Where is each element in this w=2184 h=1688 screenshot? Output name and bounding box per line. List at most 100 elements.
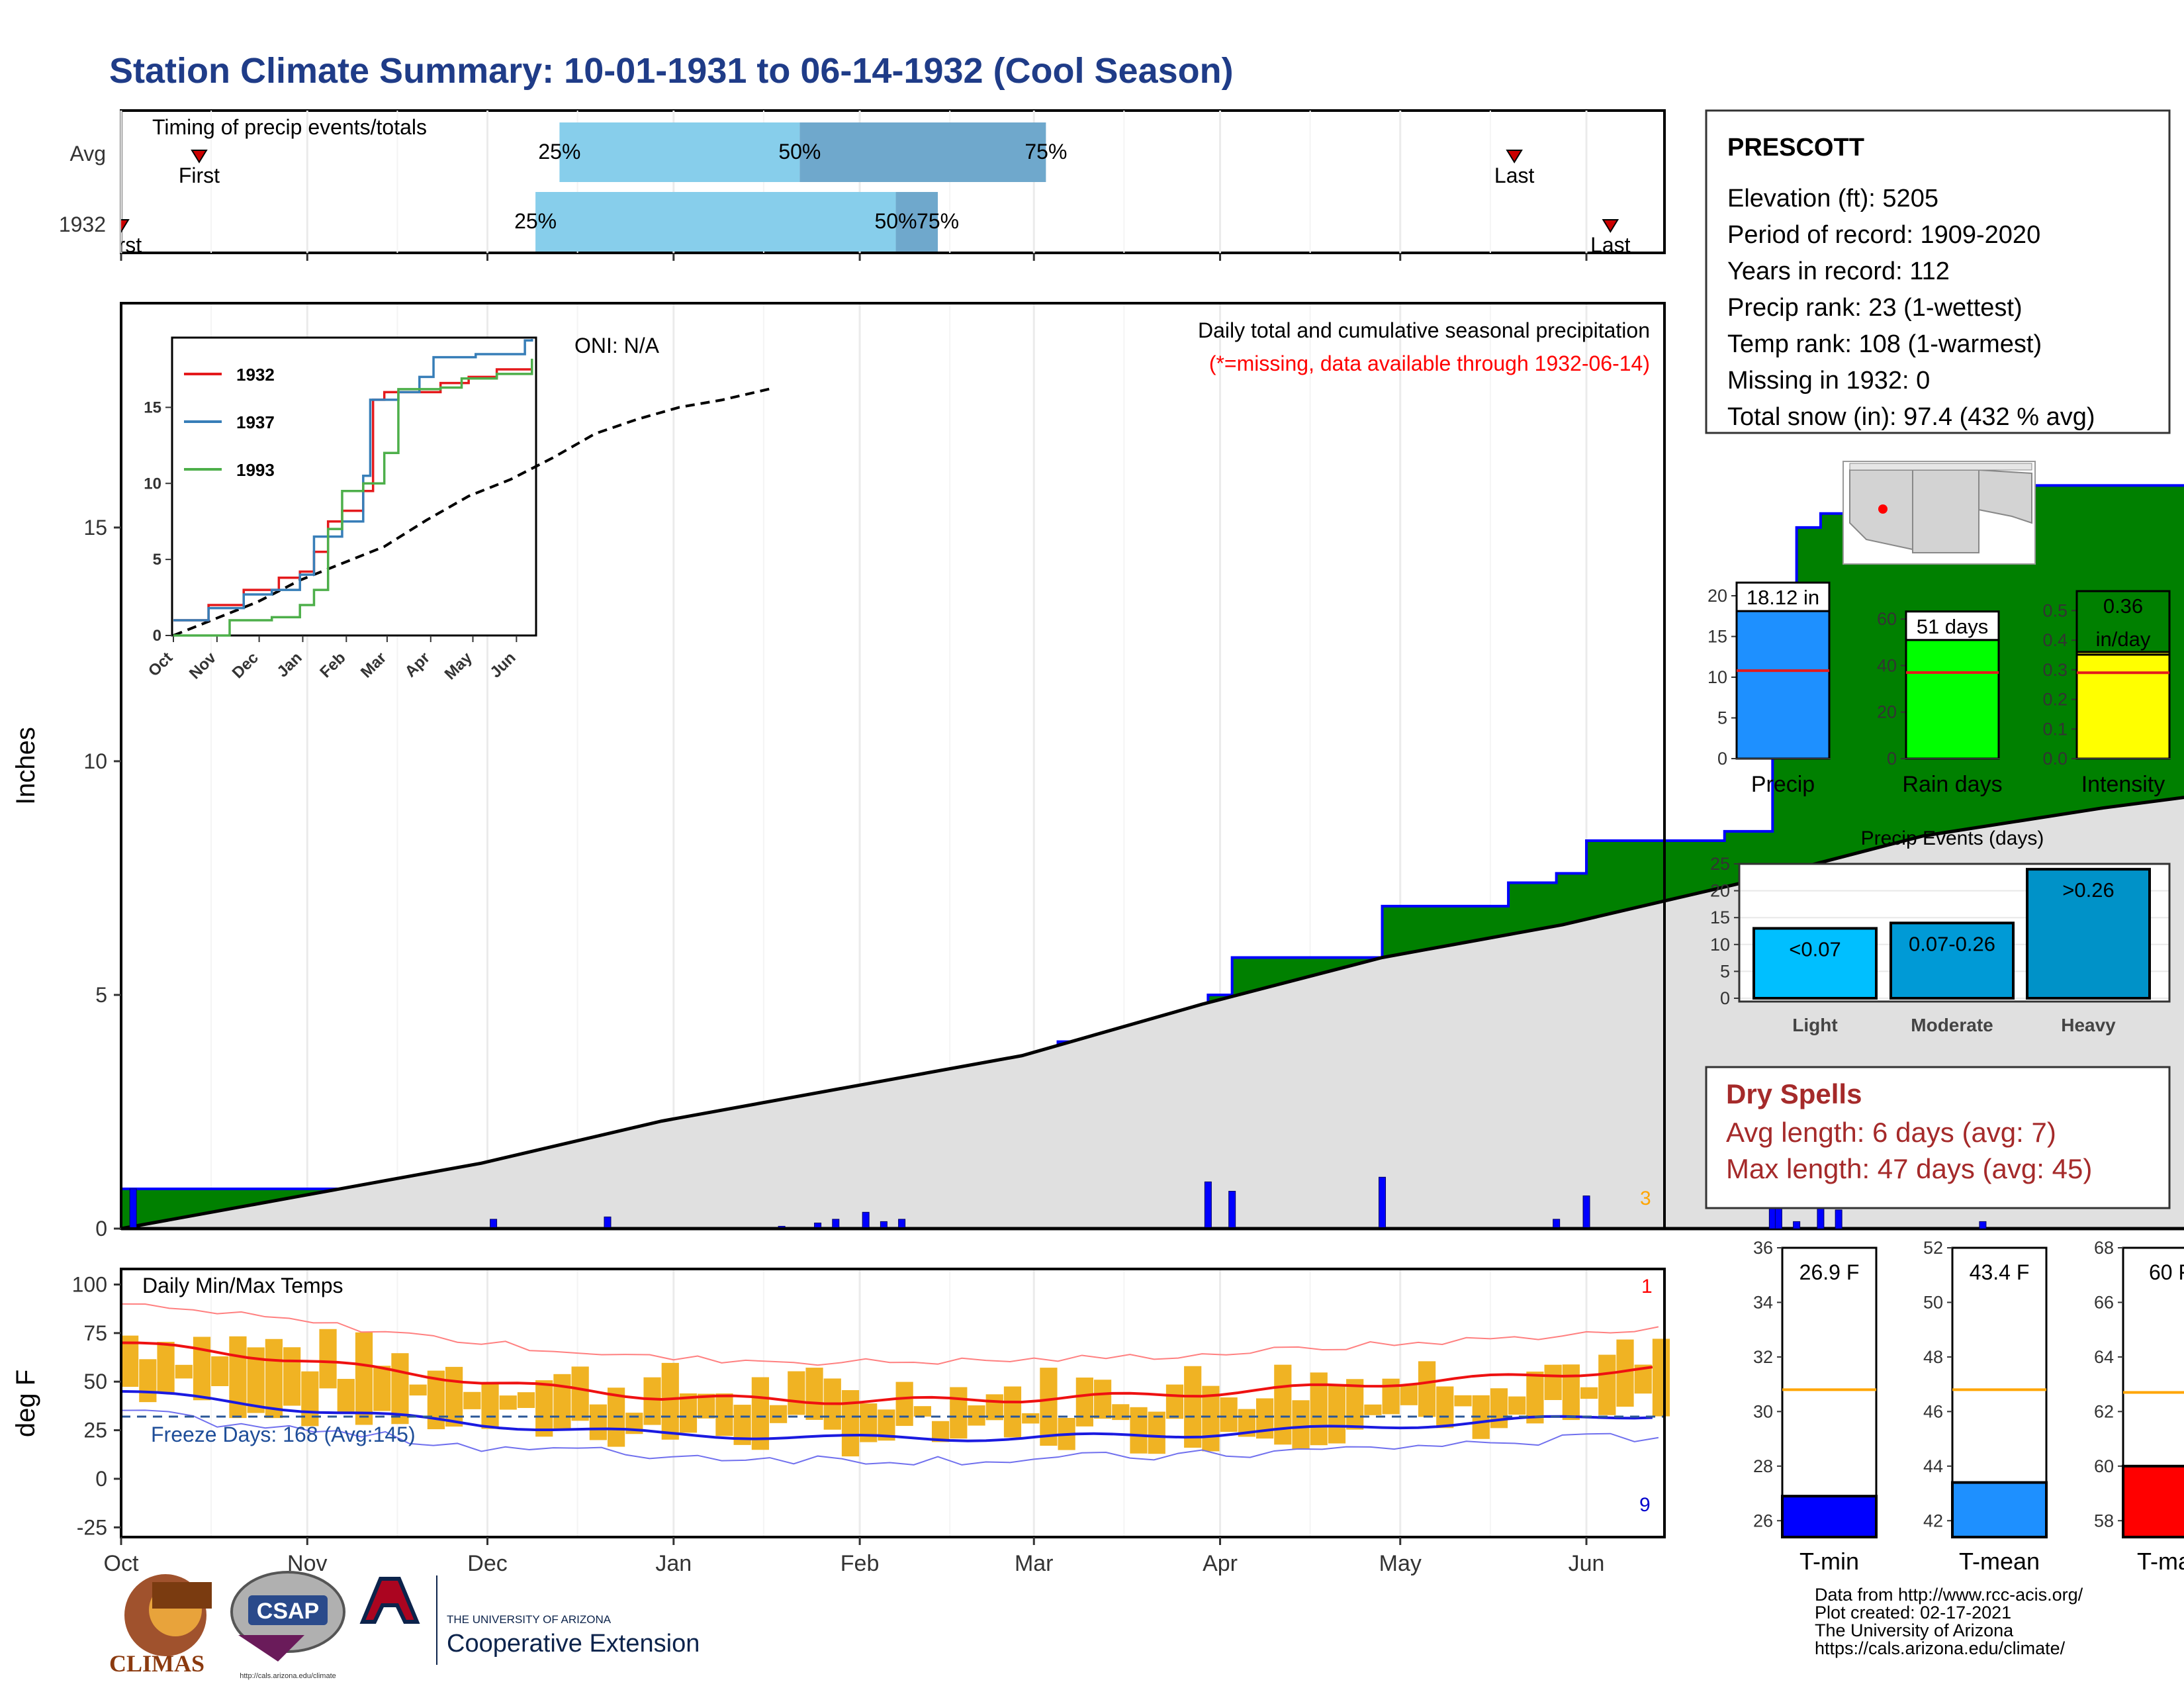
oni-label: ONI: N/A: [574, 334, 660, 357]
events-bar-label: 0.07-0.26: [1909, 932, 1995, 955]
temp-summary-bar: [1781, 1495, 1878, 1539]
map-newmexico: [1912, 469, 1979, 553]
station-line: Period of record: 1909-2020: [1727, 221, 2040, 249]
daily-precip-bar: [1582, 1196, 1590, 1229]
temp-count-top: 1: [1641, 1276, 1653, 1297]
temp-lines: [120, 1303, 1664, 1466]
summary-value-box: [2075, 590, 2171, 656]
temp-day-bar: [895, 1382, 913, 1427]
summary-y-label: 0.5: [2042, 600, 2068, 620]
footer-line-2: Plot created: 02-17-2021: [1815, 1603, 2011, 1622]
temp-day-bar: [1436, 1386, 1454, 1429]
precip-panel-title: Daily total and cumulative seasonal prec…: [1198, 318, 1650, 342]
temp-day-bar: [1274, 1364, 1292, 1445]
daily-precip-bar: [1793, 1221, 1801, 1229]
station-frame: [1705, 109, 2171, 434]
summary-bar: [2075, 651, 2171, 760]
summary-bars: 0 5 10 15 20 18.12 in Precip 0 20 40 60 51 days Rain…: [1707, 581, 2171, 797]
temp-day-bar: [661, 1362, 679, 1440]
temp-summary-y-label: 46: [1923, 1401, 1943, 1421]
daily-precip-bar: [862, 1211, 870, 1229]
month-label: May: [1379, 1551, 1422, 1576]
summary-y-label: 5: [1717, 708, 1727, 728]
summary-value-label: 18.12 in: [1747, 586, 1819, 609]
temp-day-bar: [517, 1392, 535, 1408]
summary-bar: [1735, 610, 1831, 760]
summary-value-label: 0.36: [2103, 594, 2143, 618]
month-label: Jan: [655, 1551, 692, 1576]
summary-y-label: 20: [1707, 586, 1727, 606]
summary-y-label: 0.2: [2042, 690, 2068, 710]
timing-p50-label: 50%: [778, 140, 821, 164]
ua-logo: THE UNIVERSITY OF ARIZONA Cooperative Ex…: [359, 1575, 700, 1665]
temp-day-bar: [409, 1384, 427, 1396]
temp-day-bar: [499, 1395, 517, 1410]
temp-y-tick-label: 25: [83, 1419, 107, 1442]
map-north: [1849, 463, 2032, 471]
temp-day-bar: [553, 1374, 571, 1431]
temp-day-bar: [337, 1379, 355, 1413]
temp-day-bar: [373, 1366, 391, 1411]
events-y-label: 5: [1720, 961, 1730, 981]
temp-summary-value: 43.4 F: [1970, 1260, 2030, 1284]
ua-small-text: THE UNIVERSITY OF ARIZONA: [447, 1613, 612, 1626]
csap-url: http://cals.arizona.edu/climate: [240, 1672, 336, 1680]
temp-summary-bar: [2122, 1464, 2184, 1538]
station-location-dot: [1878, 504, 1888, 514]
temp-summary-y-label: 64: [2094, 1347, 2114, 1367]
temp-day-bar: [1165, 1384, 1184, 1419]
temp-summary-label: T-mean: [1959, 1548, 2040, 1575]
events-bar: [1752, 927, 1878, 1000]
temp-summary-y-label: 34: [1753, 1292, 1773, 1312]
temp-day-bar: [589, 1404, 607, 1440]
temp-day-bar: [1490, 1388, 1508, 1429]
station-info-box: PRESCOTT Elevation (ft): 5205 Period of r…: [1705, 109, 2171, 434]
precip-y-tick-label: 15: [83, 516, 107, 539]
temp-y-label: deg F: [11, 1370, 40, 1437]
climas-text: CLIMAS: [109, 1650, 205, 1677]
csap-label-bg: [248, 1595, 328, 1625]
temp-summary-y-label: 62: [2094, 1401, 2114, 1421]
inset-y-label: 10: [144, 475, 161, 492]
daily-precip-bar: [1553, 1219, 1561, 1229]
temp-day-bar: [193, 1336, 211, 1401]
temp-day-bar: [1310, 1372, 1328, 1446]
temp-y-tick-label: 0: [95, 1467, 107, 1491]
timing-p25-label: 25%: [514, 209, 557, 233]
temp-y-tick-label: 100: [72, 1272, 107, 1296]
temp-summary-label: T-min: [1799, 1548, 1859, 1575]
timing-first-label: First: [179, 164, 220, 187]
daily-precip-bar: [1979, 1221, 1987, 1229]
station-line: Total snow (in): 97.4 (432 % avg): [1727, 403, 2095, 431]
dry-spells-box: Dry Spells Avg length: 6 days (avg: 7) M…: [1705, 1066, 2171, 1209]
events-bar: [1889, 921, 2015, 1000]
temp-day-bar: [950, 1387, 968, 1439]
summary-y-label: 0.1: [2042, 719, 2068, 739]
month-label: Mar: [1015, 1551, 1054, 1576]
temp-day-bar: [913, 1406, 931, 1417]
avg-min-line: [120, 1389, 1653, 1442]
temp-day-bar: [1130, 1407, 1148, 1454]
events-y-label: 20: [1710, 881, 1730, 901]
temp-day-bar: [1003, 1386, 1022, 1438]
timing-p50-label: 50%: [875, 209, 917, 233]
temp-summary-y-label: 48: [1923, 1347, 1943, 1367]
timing-row-avg-label: Avg: [69, 142, 106, 165]
precip-panel-subtitle: (*=missing, data available through 1932-…: [1209, 352, 1650, 375]
temp-day-bar: [1220, 1397, 1238, 1432]
events-category-label: Heavy: [2061, 1015, 2116, 1035]
precip-corner-count: 3: [1640, 1188, 1651, 1209]
temp-day-bar: [715, 1393, 733, 1436]
summary-bar-label: Precip: [1751, 772, 1815, 797]
summary-y-label: 10: [1707, 667, 1727, 687]
temp-summary-value: 60 F: [2149, 1260, 2184, 1284]
temp-day-bar: [175, 1364, 193, 1379]
temp-day-bar: [968, 1405, 985, 1426]
temp-day-bar: [1184, 1366, 1202, 1448]
summary-y-label: 0.0: [2042, 749, 2068, 769]
precip-events-chart: Precip Events (days) 0 5 10 15 20 25 <0.07 Light…: [1710, 827, 2171, 1035]
temp-day-bar: [788, 1371, 805, 1415]
daily-precip-bar: [129, 1188, 137, 1229]
timing-last-marker: [1602, 219, 1619, 233]
